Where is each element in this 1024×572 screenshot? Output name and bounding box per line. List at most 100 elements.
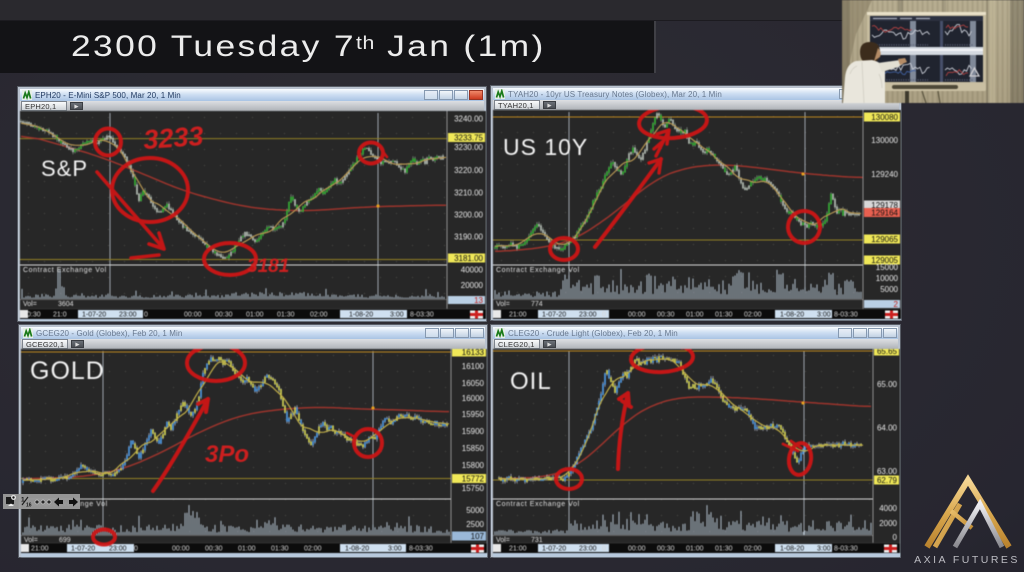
svg-text:8-03:30: 8-03:30 [409,546,433,553]
svg-text:21:0: 21:0 [53,312,67,319]
svg-text:15750: 15750 [462,484,485,493]
svg-text:0: 0 [144,312,148,319]
svg-text:3200.00: 3200.00 [454,211,483,220]
svg-text:1-08-20: 1-08-20 [780,312,804,319]
svg-text:20000: 20000 [461,281,484,290]
svg-text:01:00: 01:00 [238,546,256,553]
svg-text:107: 107 [471,532,485,541]
svg-text:1-07-20: 1-07-20 [542,312,566,319]
svg-text:40000: 40000 [461,266,484,275]
svg-text:731: 731 [531,537,543,544]
svg-text:774: 774 [531,301,543,308]
svg-text:01:00: 01:00 [686,312,704,319]
svg-text:129240: 129240 [871,170,898,179]
svg-text:01:30: 01:30 [277,312,295,319]
svg-text:1: 1 [21,497,25,504]
svg-text:8-03:30: 8-03:30 [834,312,858,319]
svg-text:3181: 3181 [247,256,289,277]
svg-text:00:30: 00:30 [215,312,233,319]
svg-text:16: 16 [26,503,32,509]
svg-text:S&P: S&P [41,156,88,181]
svg-text:02:00: 02:00 [310,312,328,319]
svg-text:699: 699 [59,537,71,544]
svg-text:3220.00: 3220.00 [454,166,483,175]
svg-text:01:30: 01:30 [715,312,733,319]
svg-text:01:00: 01:00 [686,546,704,553]
svg-text:OIL: OIL [510,368,552,395]
svg-text:01:30: 01:30 [715,546,733,553]
svg-text:1-08-20: 1-08-20 [345,546,369,553]
svg-text:63.00: 63.00 [877,467,898,476]
svg-text:Vol=: Vol= [496,301,510,308]
svg-text:3181.00: 3181.00 [454,254,483,263]
svg-text:00:00: 00:00 [172,546,190,553]
svg-text:65.65: 65.65 [877,349,898,356]
svg-text:15772: 15772 [462,475,485,484]
svg-text:Vol=: Vol= [24,537,38,544]
svg-text:23:00: 23:00 [579,546,597,553]
svg-text:3Po: 3Po [205,441,249,468]
svg-text:23:00: 23:00 [119,312,137,319]
svg-text:1-07-20: 1-07-20 [71,546,95,553]
svg-text:US 10Y: US 10Y [503,134,588,160]
svg-text:3210.00: 3210.00 [454,189,483,198]
svg-text:1-07-20: 1-07-20 [82,312,106,319]
svg-text:13: 13 [474,296,483,305]
svg-text:01:30: 01:30 [271,546,289,553]
svg-text:15950: 15950 [462,410,485,419]
svg-text:0:30: 0:30 [27,312,41,319]
svg-text:02:00: 02:00 [304,546,322,553]
svg-text:1-08-20: 1-08-20 [349,312,373,319]
svg-text:129065: 129065 [871,235,898,244]
svg-text:02:00: 02:00 [744,312,762,319]
svg-text:01:00: 01:00 [246,312,264,319]
svg-text:00:00: 00:00 [628,312,646,319]
svg-text:GOLD: GOLD [30,357,105,385]
svg-text:62.79: 62.79 [877,476,898,485]
svg-text:2: 2 [894,300,899,309]
svg-text:1-07-20: 1-07-20 [542,546,566,553]
svg-text:64.00: 64.00 [877,424,898,433]
svg-text:Contract Exchange Vol: Contract Exchange Vol [496,501,580,508]
svg-text:130000: 130000 [871,136,898,145]
svg-text:3230.00: 3230.00 [454,143,483,152]
svg-text:2000: 2000 [879,519,897,528]
svg-text:0: 0 [602,546,606,553]
svg-text:AXIA FUTURES: AXIA FUTURES [914,554,1020,566]
svg-text:8-03:30: 8-03:30 [834,546,858,553]
svg-text:16050: 16050 [462,379,485,388]
svg-text:21:00: 21:00 [509,312,527,319]
svg-text:00:30: 00:30 [205,546,223,553]
svg-text:1-08-20: 1-08-20 [780,546,804,553]
svg-text:3190.00: 3190.00 [454,232,483,241]
svg-text:00:30: 00:30 [657,546,675,553]
svg-text:15850: 15850 [462,444,485,453]
svg-text:23:00: 23:00 [579,312,597,319]
svg-text:16000: 16000 [462,394,485,403]
svg-text:23:00: 23:00 [109,546,127,553]
svg-text:3:00: 3:00 [817,546,831,553]
svg-text:4000: 4000 [879,504,897,513]
svg-text:3233.75: 3233.75 [454,134,483,143]
svg-text:3:00: 3:00 [817,312,831,319]
svg-text:15000: 15000 [876,263,899,272]
svg-text:5000: 5000 [880,285,898,294]
svg-text:21:00: 21:00 [509,546,527,553]
svg-text:130080: 130080 [871,113,898,122]
svg-text:00:00: 00:00 [628,546,646,553]
svg-text:00:00: 00:00 [184,312,202,319]
svg-text:3233: 3233 [142,121,204,155]
svg-text:16100: 16100 [462,362,485,371]
svg-text:129164: 129164 [871,209,898,218]
svg-text:65.00: 65.00 [877,380,898,389]
svg-text:Contract Exchange Vol: Contract Exchange Vol [496,267,580,274]
svg-text:129178: 129178 [871,201,898,210]
svg-text:10000: 10000 [876,274,899,283]
svg-text:129005: 129005 [871,256,898,265]
svg-text:0: 0 [893,533,898,542]
svg-text:3604: 3604 [58,301,74,308]
svg-text:Vol=: Vol= [23,301,37,308]
svg-text:00:30: 00:30 [657,312,675,319]
svg-text:02:00: 02:00 [744,546,762,553]
svg-text:15900: 15900 [462,427,485,436]
